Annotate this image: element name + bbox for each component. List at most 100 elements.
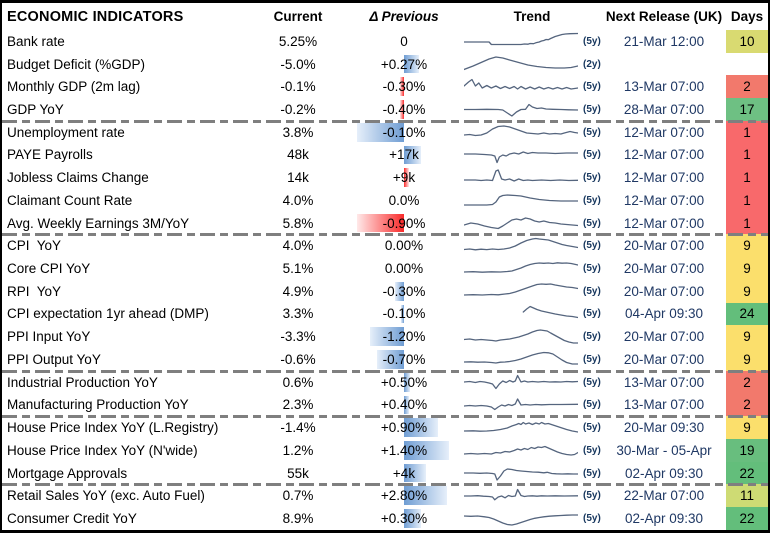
indicator-label: PAYE Payrolls: [7, 147, 93, 163]
trend-sparkline: [464, 122, 578, 142]
delta-previous-cell: -0.10%: [346, 121, 462, 144]
trend-cell: (5y): [462, 189, 602, 212]
days-badge: 22: [726, 507, 768, 530]
next-release-value: 20-Mar 07:00: [623, 329, 705, 345]
delta-previous-cell: +9k: [346, 166, 462, 189]
table-row: Avg. Weekly Earnings 3M/YoY 5.8% -0.90% …: [2, 211, 768, 237]
indicator-label: Core CPI YoY: [7, 261, 91, 277]
trend-period-label: (5y): [583, 240, 601, 252]
trend-sparkline: [464, 463, 578, 483]
next-release-value: 02-Apr 09:30: [624, 510, 704, 526]
trend-period-label: (5y): [583, 217, 601, 229]
delta-previous-cell: -0.30%: [346, 280, 462, 303]
days-badge: 10: [726, 30, 768, 53]
current-value: 2.3%: [282, 397, 314, 413]
delta-previous-cell: 0.0%: [346, 189, 462, 212]
current-value: 0.7%: [282, 488, 314, 504]
table-row: Core CPI YoY 5.1% 0.00% (5y) 20-Mar 07:0…: [2, 257, 768, 280]
indicator-label: Mortgage Approvals: [7, 465, 128, 481]
delta-databar: [404, 168, 409, 188]
trend-period-label: (5y): [583, 422, 601, 434]
trend-period-label: (5y): [583, 376, 601, 388]
current-value: 4.9%: [282, 283, 314, 299]
current-value: -3.3%: [280, 329, 316, 345]
trend-cell: (5y): [462, 98, 602, 121]
delta-previous-value: -0.40%: [382, 102, 426, 118]
trend-cell: (5y): [462, 394, 602, 417]
indicator-label: CPI expectation 1yr ahead (DMP): [7, 306, 209, 322]
days-badge: 17: [726, 98, 768, 121]
table-row: Claimant Count Rate 4.0% 0.0% (5y) 12-Ma…: [2, 189, 768, 212]
trend-period-label: (5y): [583, 263, 601, 275]
current-value: 1.2%: [282, 442, 314, 458]
trend-period-label: (5y): [583, 444, 601, 456]
trend-cell: (2y): [462, 53, 602, 76]
delta-previous-value: -0.10%: [382, 306, 426, 322]
delta-previous-value: 0: [400, 33, 408, 49]
delta-previous-value: -0.30%: [382, 283, 426, 299]
trend-cell: (5y): [462, 75, 602, 98]
days-badge: 9: [726, 279, 768, 303]
table-row: Unemployment rate 3.8% -0.10% (5y) 12-Ma…: [2, 120, 768, 144]
delta-databar: [404, 463, 426, 483]
trend-sparkline: [464, 190, 578, 210]
trend-sparkline: [464, 77, 578, 97]
delta-previous-cell: +0.27%: [346, 53, 462, 76]
delta-previous-cell: +2.80%: [346, 484, 462, 507]
trend-period-label: (5y): [583, 490, 601, 502]
delta-previous-value: +9k: [392, 170, 416, 186]
trend-cell: (5y): [462, 371, 602, 394]
header-current: Current: [273, 9, 323, 24]
days-badge: 2: [726, 393, 768, 417]
trend-sparkline: [464, 236, 578, 256]
delta-previous-cell: -0.40%: [346, 98, 462, 121]
delta-previous-cell: 0.00%: [346, 257, 462, 280]
delta-previous-value: +0.50%: [380, 374, 428, 390]
trend-period-label: (5y): [583, 104, 601, 116]
current-value: 3.3%: [282, 306, 314, 322]
next-release-value: 20-Mar 07:00: [623, 283, 705, 299]
table-row: Jobless Claims Change 14k +9k (5y) 12-Ma…: [2, 166, 768, 190]
delta-previous-cell: -0.70%: [346, 348, 462, 371]
indicator-label: House Price Index YoY (N'wide): [7, 442, 198, 458]
trend-cell: (5y): [462, 484, 602, 507]
next-release-value: 20-Mar 07:00: [623, 261, 705, 277]
trend-sparkline: [464, 145, 578, 165]
trend-sparkline: [464, 349, 578, 369]
table-row: Industrial Production YoY 0.6% +0.50% (5…: [2, 370, 768, 394]
delta-previous-value: -0.10%: [382, 124, 426, 140]
days-badge: 9: [726, 234, 768, 258]
trend-sparkline: [464, 327, 578, 347]
days-badge: 22: [726, 461, 768, 485]
days-badge: 1: [726, 143, 768, 167]
trend-sparkline: [464, 54, 578, 74]
trend-period-label: (5y): [583, 81, 601, 93]
trend-period-label: (5y): [583, 285, 601, 297]
indicator-label: Retail Sales YoY (exc. Auto Fuel): [7, 488, 205, 504]
trend-sparkline: [464, 508, 578, 528]
current-value: 55k: [287, 465, 309, 481]
next-release-value: 04-Apr 09:30: [624, 306, 704, 322]
current-value: 14k: [287, 170, 309, 186]
trend-sparkline: [464, 304, 578, 324]
table-row: PPI Output YoY -0.6% -0.70% (5y) 20-Mar …: [2, 348, 768, 373]
table-row: Monthly GDP (2m lag) -0.1% -0.30% (5y) 1…: [2, 75, 768, 99]
table-body: Bank rate 5.25% 0 (5y) 21-Mar 12:00 10 B…: [2, 30, 768, 530]
days-badge: 1: [726, 120, 768, 144]
table-row: PPI Input YoY -3.3% -1.20% (5y) 20-Mar 0…: [2, 325, 768, 349]
header-next-release: Next Release (UK): [605, 9, 723, 24]
delta-previous-cell: 0: [346, 30, 462, 53]
next-release-value: 21-Mar 12:00: [623, 33, 705, 49]
delta-previous-value: 0.0%: [388, 192, 420, 208]
days-badge: [726, 53, 768, 76]
delta-previous-value: -1.20%: [382, 329, 426, 345]
table-row: CPI YoY 4.0% 0.00% (5y) 20-Mar 07:00 9: [2, 234, 768, 258]
header-delta-previous: Δ Previous: [369, 9, 439, 24]
delta-databar: [400, 77, 404, 97]
current-value: -5.0%: [280, 56, 316, 72]
trend-cell: (5y): [462, 280, 602, 303]
current-value: 4.0%: [282, 192, 314, 208]
delta-previous-cell: +0.40%: [346, 394, 462, 417]
current-value: -0.6%: [280, 351, 316, 367]
